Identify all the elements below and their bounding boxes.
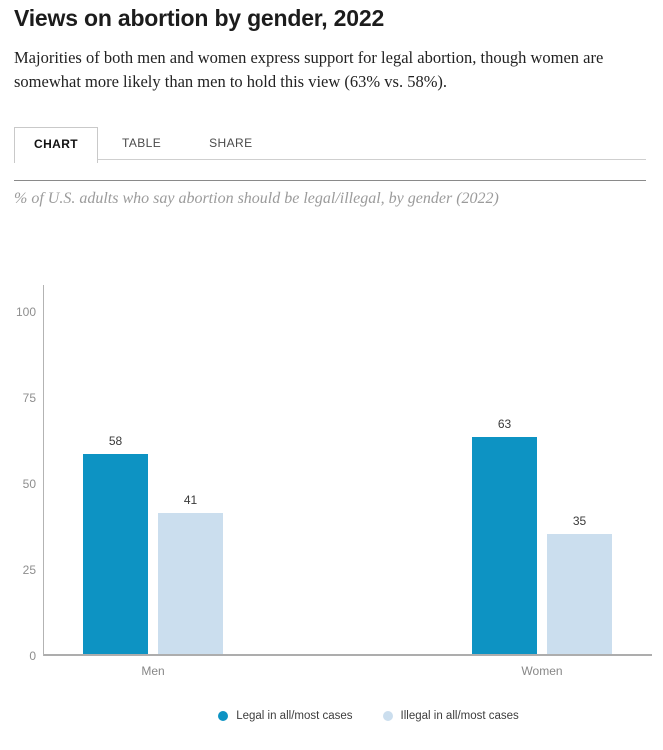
bar-value-label: 41	[183, 492, 198, 507]
page-title: Views on abortion by gender, 2022	[14, 5, 385, 31]
bar	[158, 512, 223, 654]
legend-item-legal: Legal in all/most cases	[218, 710, 353, 722]
tab-bar: CHART TABLE SHARE	[14, 127, 646, 163]
y-axis-line	[43, 285, 44, 656]
chart-subtitle: % of U.S. adults who say abortion should…	[14, 190, 499, 207]
bar	[472, 437, 537, 654]
legend-dot-legal	[218, 711, 229, 721]
bar-value-label: 35	[572, 513, 587, 528]
bar-men-illegal[interactable]: 41	[158, 285, 223, 654]
bar-group-women: 63 35 Women	[472, 285, 612, 678]
bar	[83, 454, 148, 654]
bar-group-men: 58 41 Men	[83, 285, 223, 678]
x-axis-label-women: Women	[521, 664, 563, 678]
tab-share[interactable]: SHARE	[209, 136, 253, 150]
x-axis-label-men: Men	[141, 664, 165, 678]
tab-table[interactable]: TABLE	[122, 136, 162, 150]
bar	[547, 533, 612, 654]
bar-men-legal[interactable]: 58	[83, 285, 148, 654]
bar-chart-plot: 0 25 50 75 100 58 41 Men 63 35 Women	[16, 285, 652, 678]
y-axis-ticks: 0 25 50 75 100	[15, 305, 36, 663]
x-axis-line	[44, 654, 652, 656]
legend-dot-illegal	[382, 711, 393, 721]
divider	[14, 180, 646, 181]
bar-value-label: 58	[108, 434, 123, 449]
legend-item-illegal: Illegal in all/most cases	[382, 710, 519, 722]
bar-women-illegal[interactable]: 35	[547, 285, 612, 654]
chart-legend: Legal in all/most cases Illegal in all/m…	[0, 710, 663, 722]
legend-label-legal: Legal in all/most cases	[236, 710, 353, 722]
chart-description: Majorities of both men and women express…	[14, 48, 604, 92]
legend-label-illegal: Illegal in all/most cases	[400, 710, 519, 722]
bar-women-legal[interactable]: 63	[472, 285, 537, 654]
tab-chart[interactable]: CHART	[14, 127, 98, 163]
bar-value-label: 63	[497, 417, 512, 432]
